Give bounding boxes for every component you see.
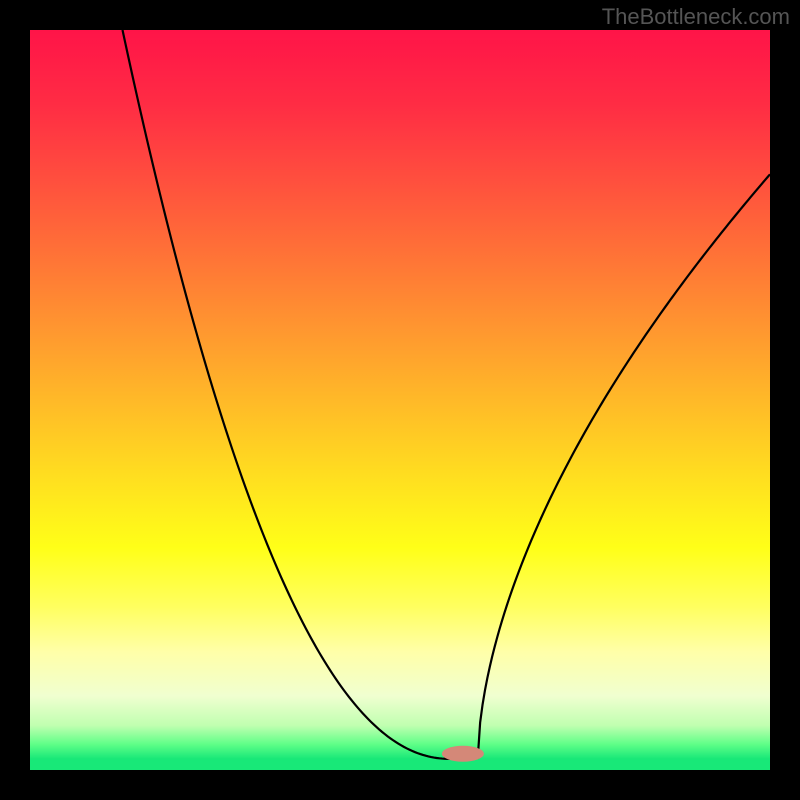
watermark-text: TheBottleneck.com: [602, 4, 790, 30]
chart-background-gradient: [30, 30, 770, 770]
chart-container: TheBottleneck.com: [0, 0, 800, 800]
bottleneck-chart: [0, 0, 800, 800]
bottleneck-marker: [442, 746, 484, 762]
